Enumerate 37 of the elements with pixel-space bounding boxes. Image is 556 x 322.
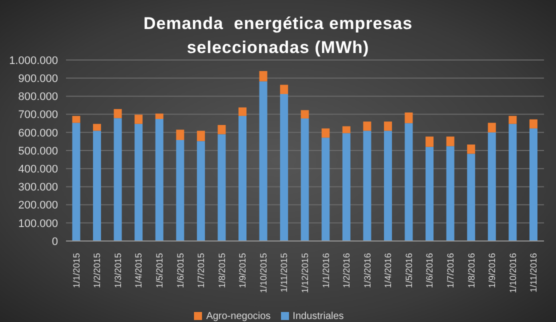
y-tick-label: 400.000 [18, 164, 58, 176]
y-tick-label: 500.000 [18, 145, 58, 158]
x-tick-label: 1/11/2015 [279, 253, 290, 292]
x-tick-label: 1/2/2016 [342, 253, 352, 288]
x-tick-label: 1/9/2015 [238, 253, 248, 288]
x-tick-label: 1/10/2016 [508, 253, 518, 294]
x-tick-label: 1/12/2015 [300, 253, 310, 294]
y-tick-label: 900.000 [18, 73, 58, 86]
x-tick-label: 1/7/2016 [445, 253, 456, 288]
legend-label: Industriales [292, 311, 344, 322]
y-tick-label: 800.000 [18, 91, 58, 104]
x-tick-label: 1/7/2015 [196, 253, 206, 288]
x-tick-label: 1/5/2016 [404, 253, 414, 288]
x-tick-label: 1/8/2015 [216, 253, 227, 288]
y-tick-label: 200.000 [18, 200, 58, 212]
x-tick-label: 1/11/2016 [528, 253, 539, 292]
x-tick-label: 1/8/2016 [466, 253, 476, 288]
x-tick-label: 1/4/2015 [134, 253, 144, 288]
x-tick-label: 1/1/2016 [320, 253, 331, 288]
x-tick-label: 1/4/2016 [383, 253, 394, 288]
x-tick-label: 1/10/2015 [258, 253, 268, 294]
x-tick-label: 1/5/2015 [154, 253, 165, 288]
y-tick-label: 300.000 [18, 182, 58, 194]
y-tick-label: 1.000.000 [9, 54, 58, 67]
y-tick-label: 700.000 [18, 109, 58, 122]
x-tick-label: 1/3/2016 [362, 253, 372, 288]
chart-title: Demanda energética empresas seleccionadas (MWh) [143, 14, 413, 57]
y-tick-label: 600.000 [18, 127, 58, 140]
x-tick-label: 1/2/2015 [92, 253, 102, 288]
x-tick-label: 1/1/2015 [71, 253, 82, 288]
y-tick-label: 100.000 [18, 218, 58, 230]
x-tick-label: 1/9/2016 [487, 253, 498, 288]
x-tick-label: 1/6/2016 [424, 253, 435, 288]
y-tick-label: 0 [52, 236, 58, 248]
legend-label: Agro-negocios [206, 311, 271, 322]
x-tick-label: 1/6/2015 [175, 253, 186, 288]
x-tick-label: 1/3/2015 [112, 253, 123, 288]
